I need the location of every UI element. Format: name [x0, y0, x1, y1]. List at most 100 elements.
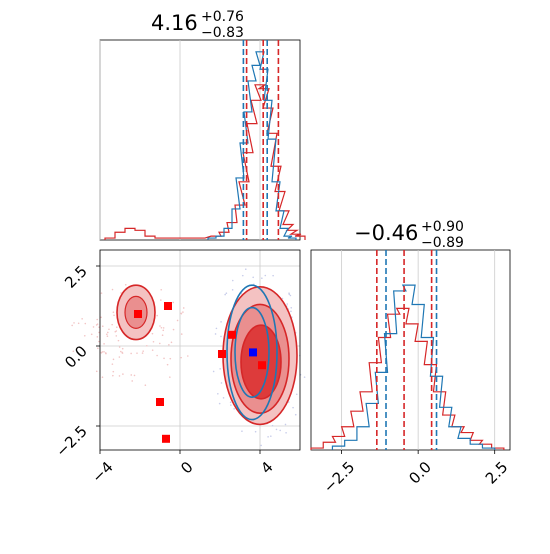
red-marker: [162, 434, 170, 443]
sample-point: [124, 283, 127, 286]
sample-point: [261, 277, 263, 280]
sample-point: [219, 368, 221, 370]
sample-point: [303, 376, 306, 378]
sample-point: [136, 352, 138, 354]
sample-point: [272, 274, 274, 277]
x-tick-label: 4: [257, 458, 276, 477]
x-tick-label: −4: [88, 458, 116, 486]
title-p2-plus: +0.90: [421, 219, 464, 235]
panel-frame: [99, 249, 301, 451]
sample-point: [172, 301, 175, 304]
sample-point: [169, 376, 171, 378]
sample-point: [75, 347, 78, 350]
sample-point: [84, 322, 87, 325]
sample-point: [285, 431, 287, 434]
sample-point: [220, 335, 222, 338]
sample-point: [105, 333, 108, 336]
title-p1-minus: −0.83: [201, 25, 244, 41]
sample-point: [145, 344, 148, 347]
sample-point: [144, 384, 147, 386]
sample-point: [225, 292, 228, 295]
sample-point: [96, 318, 98, 321]
sample-point: [120, 292, 122, 294]
marginal-p2-panel: [310, 249, 511, 451]
sample-point: [180, 356, 182, 359]
sample-point: [220, 382, 223, 384]
sample-point: [112, 370, 115, 373]
sample-point: [152, 340, 155, 343]
sample-point: [214, 333, 217, 335]
title-p2-minus: −0.89: [421, 235, 464, 251]
x-tick-label: 0: [177, 458, 196, 477]
blue-contour-level: [226, 284, 278, 421]
sample-point: [73, 322, 75, 324]
sample-point: [290, 306, 293, 309]
sample-point: [90, 333, 93, 336]
sample-point: [241, 274, 244, 277]
sample-point: [260, 444, 262, 447]
sample-point: [271, 424, 274, 427]
x-tick-label: −2.5: [320, 458, 358, 496]
sample-point: [264, 274, 267, 277]
red-marker: [228, 330, 236, 339]
sample-point: [270, 435, 272, 437]
sample-point: [103, 343, 105, 345]
sample-point: [77, 322, 80, 325]
sample-point: [168, 343, 170, 346]
sample-point: [112, 374, 114, 377]
sample-point: [141, 352, 144, 354]
sample-point: [133, 374, 136, 377]
red-histogram-step: [104, 84, 306, 240]
sample-point: [244, 268, 247, 271]
joint-panel: [71, 249, 306, 451]
sample-point: [121, 347, 124, 350]
sample-point: [116, 326, 118, 329]
sample-point: [230, 404, 232, 406]
sample-point: [103, 350, 105, 353]
sample-point: [275, 428, 278, 431]
sample-point: [162, 327, 165, 329]
sample-point: [180, 333, 183, 335]
sample-point: [159, 325, 161, 327]
sample-point: [142, 350, 144, 352]
sample-point: [100, 351, 103, 354]
sample-point: [215, 327, 218, 330]
sample-point: [182, 311, 184, 313]
sample-point: [284, 423, 287, 426]
sample-point: [121, 352, 124, 354]
sample-point: [292, 406, 294, 409]
sample-point: [231, 289, 234, 291]
sample-point: [289, 294, 292, 297]
sample-point: [176, 319, 179, 322]
marginal-p1-panel: [99, 39, 306, 241]
sample-point: [117, 339, 120, 342]
sample-point: [222, 397, 225, 399]
sample-point: [96, 336, 99, 338]
title-p2-value: −0.46: [354, 221, 418, 245]
sample-point: [112, 358, 115, 361]
red-histogram-step: [310, 307, 505, 450]
sample-point: [108, 328, 110, 331]
sample-point: [279, 429, 281, 432]
sample-point: [156, 314, 158, 317]
sample-point: [217, 392, 219, 395]
sample-point: [151, 332, 154, 335]
sample-point: [233, 408, 235, 410]
sample-point: [218, 402, 221, 405]
sample-point: [151, 349, 154, 351]
red-marker: [258, 361, 266, 370]
blue-marker: [249, 348, 257, 357]
blue-contour-level: [234, 306, 270, 399]
panel-frame: [99, 39, 301, 241]
sample-point: [113, 314, 115, 317]
sample-point: [231, 279, 234, 282]
sample-point: [79, 346, 81, 348]
sample-point: [98, 331, 100, 334]
x-tick-label: 2.5: [482, 458, 512, 488]
red-marker: [156, 398, 164, 406]
sample-point: [101, 325, 104, 328]
blue-histogram-step: [207, 51, 297, 240]
sample-point: [252, 276, 254, 279]
